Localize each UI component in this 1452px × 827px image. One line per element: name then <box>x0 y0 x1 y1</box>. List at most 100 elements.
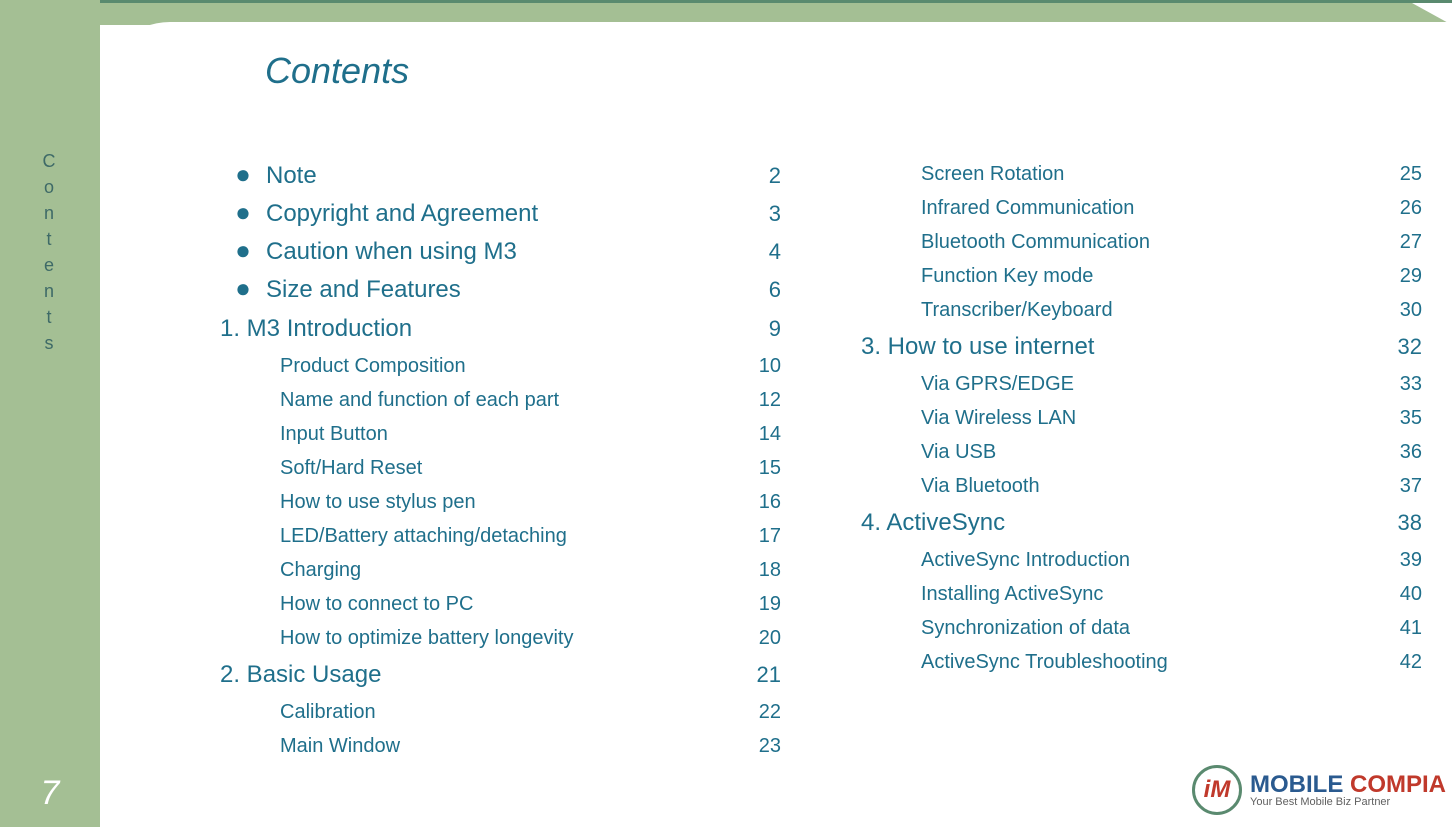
toc-entry: Soft/Hard Reset15 <box>220 451 781 485</box>
brand-logo: iM MOBILE COMPIA Your Best Mobile Biz Pa… <box>1192 765 1446 815</box>
toc-entry: Infrared Communication26 <box>861 191 1422 225</box>
toc-page: 32 <box>1362 327 1422 367</box>
page-title: Contents <box>265 50 409 92</box>
toc-label: Soft/Hard Reset <box>280 451 721 485</box>
toc-label: Infrared Communication <box>921 191 1362 225</box>
toc-label: Synchronization of data <box>921 611 1362 645</box>
toc-page: 42 <box>1362 645 1422 679</box>
sidebar-label: Contents <box>0 148 100 356</box>
toc-entry: 2. Basic Usage21 <box>220 655 781 695</box>
toc-entry: Function Key mode29 <box>861 259 1422 293</box>
bullet-icon: ● <box>220 237 266 263</box>
toc-entry: How to use stylus pen16 <box>220 485 781 519</box>
toc-page: 27 <box>1362 225 1422 259</box>
toc-entry: Installing ActiveSync40 <box>861 577 1422 611</box>
toc-page: 4 <box>721 233 781 271</box>
logo-badge-icon: iM <box>1192 765 1242 815</box>
toc-page: 38 <box>1362 503 1422 543</box>
toc-label: Bluetooth Communication <box>921 225 1362 259</box>
toc-page: 20 <box>721 621 781 655</box>
toc-label: ActiveSync Introduction <box>921 543 1362 577</box>
toc-page: 29 <box>1362 259 1422 293</box>
toc-page: 26 <box>1362 191 1422 225</box>
toc-label: Caution when using M3 <box>266 233 721 271</box>
toc-label: How to connect to PC <box>280 587 721 621</box>
toc-entry: ●Copyright and Agreement3 <box>220 195 781 233</box>
toc-label: Screen Rotation <box>921 157 1362 191</box>
bullet-icon: ● <box>220 199 266 225</box>
toc-label: How to use stylus pen <box>280 485 721 519</box>
toc-label: Size and Features <box>266 271 721 309</box>
bullet-icon: ● <box>220 161 266 187</box>
toc-page: 12 <box>721 383 781 417</box>
toc-label: Copyright and Agreement <box>266 195 721 233</box>
toc-entry: 3. How to use internet32 <box>861 327 1422 367</box>
toc-page: 19 <box>721 587 781 621</box>
toc-page: 6 <box>721 271 781 309</box>
toc-entry: ActiveSync Introduction39 <box>861 543 1422 577</box>
toc-label: 2. Basic Usage <box>220 655 721 695</box>
toc-page: 39 <box>1362 543 1422 577</box>
toc-page: 33 <box>1362 367 1422 401</box>
toc-page: 35 <box>1362 401 1422 435</box>
toc-label: 3. How to use internet <box>861 327 1362 367</box>
page: Contents 7 Contents ●Note2●Copyright and… <box>0 0 1452 827</box>
toc-label: How to optimize battery longevity <box>280 621 721 655</box>
toc-entry: Via Wireless LAN35 <box>861 401 1422 435</box>
toc-label: Main Window <box>280 729 721 763</box>
toc-label: LED/Battery attaching/detaching <box>280 519 721 553</box>
toc-label: Input Button <box>280 417 721 451</box>
toc-entry: Synchronization of data41 <box>861 611 1422 645</box>
toc-entry: ActiveSync Troubleshooting42 <box>861 645 1422 679</box>
toc-label: Product Composition <box>280 349 721 383</box>
toc-page: 3 <box>721 195 781 233</box>
toc-label: 1. M3 Introduction <box>220 309 721 349</box>
toc-entry: Via GPRS/EDGE33 <box>861 367 1422 401</box>
toc-label: Installing ActiveSync <box>921 577 1362 611</box>
toc-entry: Product Composition10 <box>220 349 781 383</box>
toc-page: 15 <box>721 451 781 485</box>
toc-page: 23 <box>721 729 781 763</box>
toc-label: Note <box>266 157 721 195</box>
toc-page: 21 <box>721 655 781 695</box>
logo-text: MOBILE COMPIA <box>1250 773 1446 797</box>
toc-label: Via Wireless LAN <box>921 401 1362 435</box>
toc-label: Via Bluetooth <box>921 469 1362 503</box>
toc-entry: Input Button14 <box>220 417 781 451</box>
toc-columns: ●Note2●Copyright and Agreement3●Caution … <box>220 157 1422 763</box>
logo-tagline: Your Best Mobile Biz Partner <box>1250 797 1446 808</box>
toc-page: 40 <box>1362 577 1422 611</box>
toc-entry: ●Size and Features6 <box>220 271 781 309</box>
toc-page: 16 <box>721 485 781 519</box>
toc-page: 10 <box>721 349 781 383</box>
toc-label: Charging <box>280 553 721 587</box>
toc-entry: Calibration22 <box>220 695 781 729</box>
toc-label: 4. ActiveSync <box>861 503 1362 543</box>
toc-page: 22 <box>721 695 781 729</box>
toc-entry: Screen Rotation25 <box>861 157 1422 191</box>
toc-entry: ●Caution when using M34 <box>220 233 781 271</box>
toc-entry: Bluetooth Communication27 <box>861 225 1422 259</box>
page-number: 7 <box>0 774 100 813</box>
toc-label: Via USB <box>921 435 1362 469</box>
toc-entry: How to optimize battery longevity20 <box>220 621 781 655</box>
toc-label: Transcriber/Keyboard <box>921 293 1362 327</box>
toc-page: 18 <box>721 553 781 587</box>
toc-page: 41 <box>1362 611 1422 645</box>
bullet-icon: ● <box>220 275 266 301</box>
toc-entry: How to connect to PC19 <box>220 587 781 621</box>
toc-entry: Via USB36 <box>861 435 1422 469</box>
toc-entry: 4. ActiveSync38 <box>861 503 1422 543</box>
toc-entry: Main Window23 <box>220 729 781 763</box>
toc-column-2: Screen Rotation25Infrared Communication2… <box>861 157 1422 763</box>
content-card: Contents ●Note2●Copyright and Agreement3… <box>100 22 1452 827</box>
toc-label: Via GPRS/EDGE <box>921 367 1362 401</box>
toc-page: 14 <box>721 417 781 451</box>
toc-page: 30 <box>1362 293 1422 327</box>
toc-entry: Via Bluetooth37 <box>861 469 1422 503</box>
toc-label: Calibration <box>280 695 721 729</box>
toc-entry: ●Note2 <box>220 157 781 195</box>
toc-entry: 1. M3 Introduction9 <box>220 309 781 349</box>
toc-entry: Name and function of each part12 <box>220 383 781 417</box>
toc-column-1: ●Note2●Copyright and Agreement3●Caution … <box>220 157 781 763</box>
